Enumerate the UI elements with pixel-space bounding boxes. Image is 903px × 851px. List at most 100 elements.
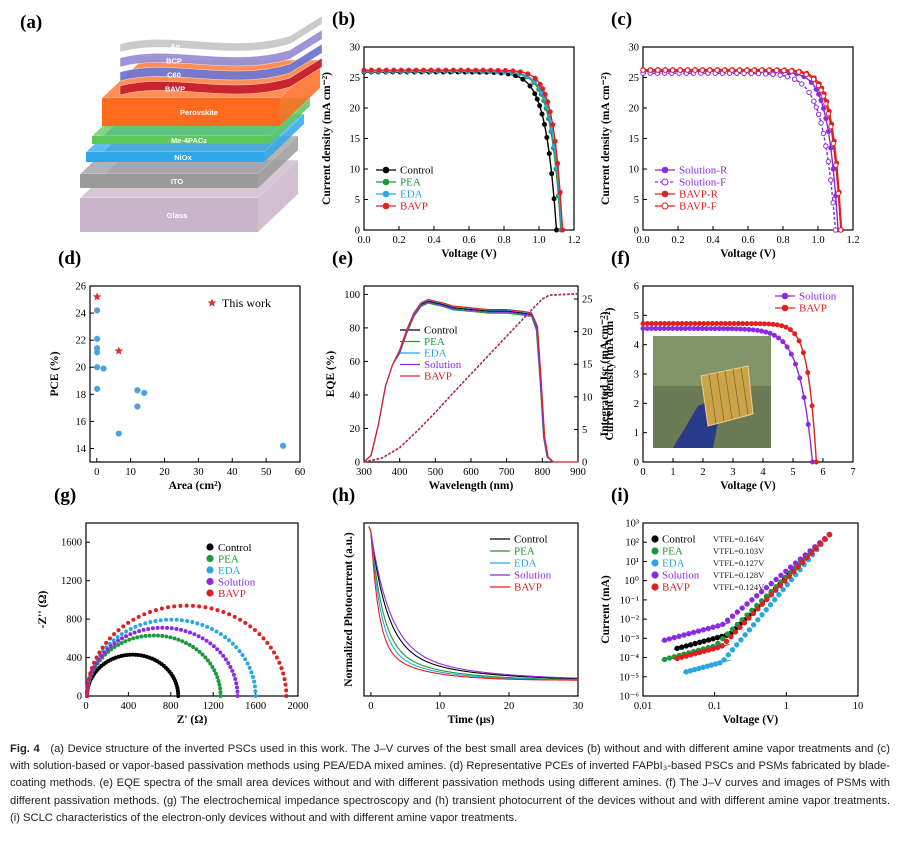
data-point [815, 82, 822, 89]
data-point [190, 603, 195, 608]
panel-f: 0 1 2 3 4 5 6 7 0 1 2 3 4 5 6 Voltage (V) Current densit… [604, 248, 856, 492]
x-tick-label: 1 [670, 467, 675, 478]
layer-side-face [258, 160, 298, 232]
layer-label: BAVP [165, 85, 185, 94]
plot-frame-g [85, 522, 299, 697]
data-point [126, 620, 131, 625]
jsc-series-line [363, 293, 579, 463]
x-tick-label: 50 [261, 467, 272, 478]
data-point [780, 339, 786, 345]
jsc-series-line [363, 293, 579, 463]
data-point [688, 321, 694, 327]
data-point [722, 321, 728, 327]
data-point [243, 620, 248, 625]
data-point [534, 96, 540, 102]
data-point [221, 653, 226, 658]
data-point [230, 641, 235, 646]
data-point [537, 81, 543, 87]
data-point [132, 630, 137, 635]
vtfl-annotation: VTFL=0.128V [713, 570, 765, 580]
panel-label: (e) [332, 248, 353, 269]
data-point [540, 86, 546, 92]
x-tick-label: 10 [435, 701, 446, 712]
data-point [221, 609, 226, 614]
data-point [750, 327, 756, 333]
data-point [709, 321, 715, 327]
y-tick-label: 800 [66, 615, 82, 626]
data-point [178, 603, 183, 608]
data-point [128, 627, 133, 632]
data-point [138, 622, 143, 627]
data-point [179, 627, 184, 632]
data-point [805, 421, 811, 427]
data-point [99, 653, 104, 658]
data-point [547, 109, 553, 115]
data-point [94, 364, 101, 371]
data-point [180, 639, 185, 644]
data-point [777, 72, 783, 78]
data-point [729, 647, 736, 653]
x-tick-label: 900 [570, 467, 586, 478]
vtfl-annotation: VTFL=0.127V [713, 558, 765, 568]
data-point [818, 97, 824, 103]
legend-label: BAVP [799, 303, 827, 315]
y2-tick-label: 10 [582, 392, 593, 403]
data-point [112, 641, 117, 646]
data-point [546, 151, 552, 157]
y-tick-label: 20 [350, 104, 361, 115]
data-point [770, 321, 776, 327]
data-point [281, 671, 286, 676]
y-tick-label: 5 [634, 311, 639, 322]
data-point [740, 321, 746, 327]
layer-label: Me-4PACz [171, 136, 207, 145]
data-point [744, 321, 750, 327]
data-point [825, 111, 832, 117]
legend-label: Solution [424, 359, 462, 371]
data-point [734, 609, 741, 615]
vtfl-annotation: VTFL=0.124V [713, 582, 765, 592]
data-point [545, 99, 551, 105]
data-point [744, 601, 750, 607]
series-line [368, 526, 578, 681]
data-point [678, 326, 684, 332]
y-tick-label: 10⁻⁶ [619, 692, 639, 703]
figure-canvas: (a) Glass ITO NiOx Me-4PACz Perovskite BAVP C60… [20, 9, 863, 726]
data-point [670, 326, 676, 332]
data-point [218, 686, 223, 691]
data-point [121, 624, 126, 629]
data-point [268, 645, 273, 650]
data-point [823, 116, 829, 122]
legend-label: This work [222, 296, 271, 310]
data-point [833, 162, 839, 168]
data-point [818, 120, 824, 126]
data-point [800, 350, 806, 356]
data-point [716, 326, 722, 332]
data-point [376, 67, 382, 73]
data-point [112, 632, 117, 637]
data-point [675, 321, 681, 327]
x-axis-label: Area (cm²) [169, 480, 222, 492]
data-point [153, 618, 158, 623]
data-point [734, 642, 740, 648]
x-axis-label: Voltage (V) [720, 248, 776, 260]
data-point [261, 636, 266, 641]
layer-label: ITO [171, 177, 184, 186]
data-point [205, 658, 210, 663]
vtfl-annotation: VTFL=0.164V [713, 534, 765, 544]
data-point [542, 91, 548, 97]
data-point [766, 67, 772, 73]
series-line [368, 526, 579, 679]
data-point [141, 389, 148, 397]
data-point [382, 202, 390, 210]
y-axis-label: Normalized Photocurrent (a.u.) [343, 532, 355, 687]
plot-frame-b [363, 46, 575, 231]
data-point [661, 166, 669, 174]
data-point [92, 660, 97, 665]
data-point [784, 581, 791, 588]
data-point [691, 326, 697, 332]
data-point [705, 321, 711, 327]
data-point [115, 635, 120, 640]
x-tick-label: 7 [850, 467, 855, 478]
y-tick-label: 10² [625, 538, 639, 549]
data-point [677, 67, 683, 73]
